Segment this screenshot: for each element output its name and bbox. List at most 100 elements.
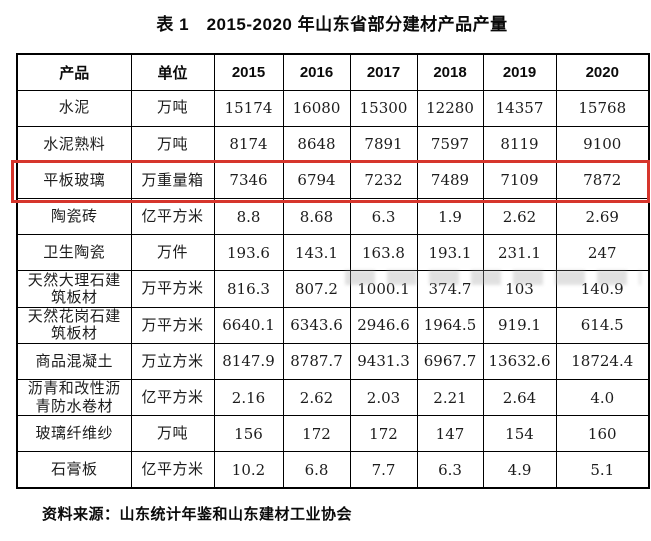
value-cell: 247 — [555, 234, 650, 272]
value-cell: 2.62 — [482, 198, 557, 236]
column-header: 2018 — [416, 53, 484, 91]
source-note: 资料来源：山东统计年鉴和山东建材工业协会 — [42, 506, 353, 523]
value-cell: 160 — [555, 415, 650, 453]
table-row: 石膏板 亿平方米 10.2 6.8 7.7 6.3 4.9 5.1 — [16, 451, 650, 489]
value-cell: 6.3 — [349, 198, 418, 236]
value-cell: 7.7 — [349, 451, 418, 489]
product-cell: 平板玻璃 — [16, 161, 132, 200]
production-table: 产品 单位 2015 2016 2017 2018 2019 2020 水泥 万吨 15174 16… — [16, 53, 650, 490]
value-cell: 8648 — [282, 125, 351, 163]
value-cell: 8119 — [482, 125, 557, 163]
table-row: 沥青和改性沥 青防水卷材 亿平方米 2.16 2.62 2.03 2.21 2.64 4.0 — [16, 378, 650, 417]
value-cell: 156 — [213, 415, 284, 453]
value-cell: 807.2 — [282, 270, 351, 308]
unit-cell: 万吨 — [130, 415, 215, 453]
value-cell: 10.2 — [213, 451, 284, 489]
value-cell: 614.5 — [555, 306, 650, 344]
table-row: 水泥熟料 万吨 8174 8648 7891 7597 8119 9100 — [16, 125, 650, 163]
value-cell: 7109 — [482, 161, 557, 200]
value-cell: 7489 — [416, 161, 484, 200]
table-body: 水泥 万吨 15174 16080 15300 12280 14357 15768 水泥熟料 万吨… — [16, 89, 650, 489]
product-cell: 陶瓷砖 — [16, 198, 132, 236]
table-title: 表 1 2015-2020 年山东省部分建材产品产量 — [156, 15, 508, 34]
table-row: 水泥 万吨 15174 16080 15300 12280 14357 15768 — [16, 89, 650, 127]
column-header: 2019 — [482, 53, 557, 91]
table-row: 陶瓷砖 亿平方米 8.8 8.68 6.3 1.9 2.62 2.69 — [16, 198, 650, 236]
value-cell: 7872 — [555, 161, 650, 200]
value-cell: 147 — [416, 415, 484, 453]
value-cell: 4.0 — [555, 378, 650, 417]
table-row: 商品混凝土 万立方米 8147.9 8787.7 9431.3 6967.7 13632.6… — [16, 342, 650, 381]
value-cell: 7597 — [416, 125, 484, 163]
unit-cell: 万吨 — [130, 89, 215, 127]
value-cell: 8.8 — [213, 198, 284, 236]
value-cell: 16080 — [282, 89, 351, 127]
value-cell: 6.3 — [416, 451, 484, 489]
value-cell: 6.8 — [282, 451, 351, 489]
value-cell: 2.21 — [416, 378, 484, 417]
table-row: 玻璃纤维纱 万吨 156 172 172 147 154 160 — [16, 415, 650, 453]
value-cell: 172 — [349, 415, 418, 453]
value-cell: 2.69 — [555, 198, 650, 236]
value-cell: 193.6 — [213, 234, 284, 272]
value-cell: 6640.1 — [213, 306, 284, 344]
product-cell: 天然花岗石建 筑板材 — [16, 306, 132, 344]
value-cell: 9431.3 — [349, 342, 418, 381]
value-cell: 2.62 — [282, 378, 351, 417]
value-cell: 163.8 — [349, 234, 418, 272]
header-row: 产品 单位 2015 2016 2017 2018 2019 2020 — [16, 53, 650, 91]
unit-cell: 万重量箱 — [130, 161, 215, 200]
column-header: 2020 — [555, 53, 650, 91]
value-cell: 231.1 — [482, 234, 557, 272]
value-cell: 7232 — [349, 161, 418, 200]
table-row-highlighted: 平板玻璃 万重量箱 7346 6794 7232 7489 7109 7872 — [16, 161, 650, 200]
unit-cell: 亿平方米 — [130, 451, 215, 489]
column-header: 单位 — [130, 53, 215, 91]
value-cell: 12280 — [416, 89, 484, 127]
value-cell: 8787.7 — [282, 342, 351, 381]
value-cell: 1964.5 — [416, 306, 484, 344]
product-cell: 沥青和改性沥 青防水卷材 — [16, 378, 132, 417]
unit-cell: 亿平方米 — [130, 198, 215, 236]
production-table-container: 产品 单位 2015 2016 2017 2018 2019 2020 水泥 万吨 15174 16… — [16, 53, 650, 490]
unit-cell: 万立方米 — [130, 342, 215, 381]
value-cell: 7346 — [213, 161, 284, 200]
value-cell: 6794 — [282, 161, 351, 200]
product-cell: 石膏板 — [16, 451, 132, 489]
unit-cell: 万件 — [130, 234, 215, 272]
column-header: 2017 — [349, 53, 418, 91]
table-row: 卫生陶瓷 万件 193.6 143.1 163.8 193.1 231.1 247 — [16, 234, 650, 272]
value-cell: 193.1 — [416, 234, 484, 272]
unit-cell: 万平方米 — [130, 270, 215, 308]
product-cell: 卫生陶瓷 — [16, 234, 132, 272]
value-cell: 8174 — [213, 125, 284, 163]
value-cell: 4.9 — [482, 451, 557, 489]
value-cell: 1.9 — [416, 198, 484, 236]
unit-cell: 万吨 — [130, 125, 215, 163]
value-cell: 8.68 — [282, 198, 351, 236]
table-row: 天然花岗石建 筑板材 万平方米 6640.1 6343.6 2946.6 1964.5 91… — [16, 306, 650, 344]
product-cell: 水泥熟料 — [16, 125, 132, 163]
product-cell: 商品混凝土 — [16, 342, 132, 381]
value-cell: 103 — [482, 270, 557, 308]
value-cell: 154 — [482, 415, 557, 453]
value-cell: 2.03 — [349, 378, 418, 417]
column-header: 产品 — [16, 53, 132, 91]
value-cell: 6343.6 — [282, 306, 351, 344]
value-cell: 15300 — [349, 89, 418, 127]
value-cell: 140.9 — [555, 270, 650, 308]
value-cell: 374.7 — [416, 270, 484, 308]
unit-cell: 万平方米 — [130, 306, 215, 344]
value-cell: 13632.6 — [482, 342, 557, 381]
value-cell: 143.1 — [282, 234, 351, 272]
product-cell: 水泥 — [16, 89, 132, 127]
value-cell: 2.16 — [213, 378, 284, 417]
value-cell: 2946.6 — [349, 306, 418, 344]
table-row: 天然大理石建 筑板材 万平方米 816.3 807.2 1000.1 374.7 103 14… — [16, 270, 650, 308]
column-header: 2015 — [213, 53, 284, 91]
column-header: 2016 — [282, 53, 351, 91]
value-cell: 816.3 — [213, 270, 284, 308]
value-cell: 15768 — [555, 89, 650, 127]
value-cell: 8147.9 — [213, 342, 284, 381]
value-cell: 5.1 — [555, 451, 650, 489]
